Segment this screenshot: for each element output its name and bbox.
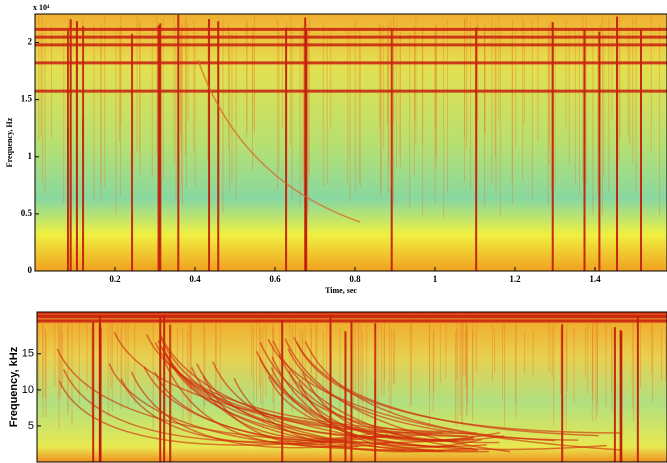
x-tick-label: 0.4 <box>189 274 201 284</box>
y-tick-label: 0.5 <box>21 208 33 218</box>
x-tick-label: 1 <box>433 274 438 284</box>
y-tick-label: 2 <box>28 37 33 47</box>
page: 0 0.5 1 1.5 2 0.2 0.4 0.6 0.8 1 1.2 1.4 Time, sec Fre… <box>0 0 667 463</box>
y-tick-label: 15 <box>22 348 34 360</box>
x-tick-label: 1.2 <box>509 274 521 284</box>
y-tick-label: 10 <box>22 384 34 396</box>
y-tick-label: 5 <box>28 420 34 432</box>
x-tick-label: 0.2 <box>109 274 121 284</box>
spectrogram-texture <box>37 312 667 462</box>
y-axis-label: Frequency, Hz <box>5 117 14 167</box>
y-axis-label: Frequency, kHz <box>8 346 20 427</box>
spectrogram-texture <box>35 14 667 271</box>
y-tick-label: 1.5 <box>21 94 33 104</box>
y-multiplier: x 10⁴ <box>33 3 50 12</box>
spectrogram-background <box>35 14 667 271</box>
x-tick-label: 0.8 <box>349 274 361 284</box>
x-tick-label: 1.4 <box>589 274 601 284</box>
x-axis-label: Time, sec <box>325 286 357 295</box>
y-tick-label: 0 <box>28 265 33 275</box>
y-tick-label: 1 <box>28 151 33 161</box>
x-tick-label: 0.6 <box>269 274 281 284</box>
